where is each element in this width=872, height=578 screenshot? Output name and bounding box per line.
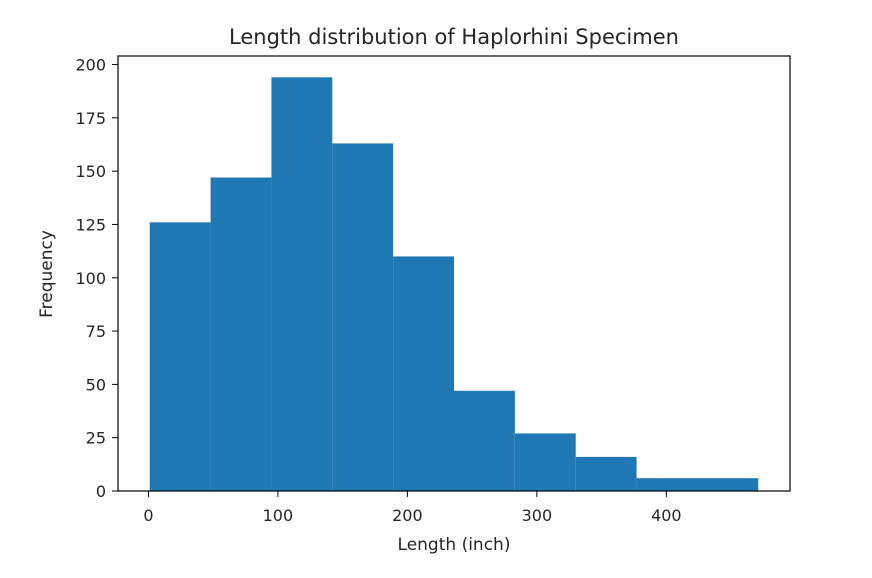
y-tick-label: 25	[86, 429, 106, 448]
x-tick-label: 300	[522, 506, 553, 525]
histogram-bar-5	[393, 256, 454, 491]
y-axis-ticks: 0 25 50 75 100 125 150 175 200	[75, 56, 118, 501]
x-tick-label: 100	[263, 506, 294, 525]
x-tick-label: 400	[651, 506, 682, 525]
plot-frame	[117, 55, 791, 492]
bars-group	[149, 77, 759, 492]
y-tick-label: 100	[75, 269, 106, 288]
histogram-bar-7	[514, 433, 576, 491]
histogram-bar-1	[149, 222, 211, 491]
histogram-bar-3	[271, 77, 333, 491]
y-tick-label: 200	[75, 56, 106, 75]
y-tick-label: 150	[75, 162, 106, 181]
y-tick-label: 125	[75, 215, 106, 234]
histogram-bar-2	[210, 177, 272, 491]
y-axis-label: Frequency	[37, 230, 57, 318]
y-tick-label: 175	[75, 109, 106, 128]
histogram-bar-9	[636, 478, 759, 491]
histogram-bar-4	[332, 143, 394, 492]
y-tick-label: 0	[96, 482, 106, 501]
x-tick-label: 200	[392, 506, 423, 525]
histogram-bar-8	[575, 456, 637, 491]
y-tick-label: 50	[86, 375, 106, 394]
chart-title: Length distribution of Haplorhini Specim…	[229, 25, 679, 49]
x-axis-ticks: 0 100 200 300 400	[143, 491, 682, 525]
x-axis-label: Length (inch)	[398, 535, 511, 555]
x-tick-label: 0	[143, 506, 153, 525]
y-tick-label: 75	[86, 322, 106, 341]
histogram-bar-6	[454, 390, 515, 491]
